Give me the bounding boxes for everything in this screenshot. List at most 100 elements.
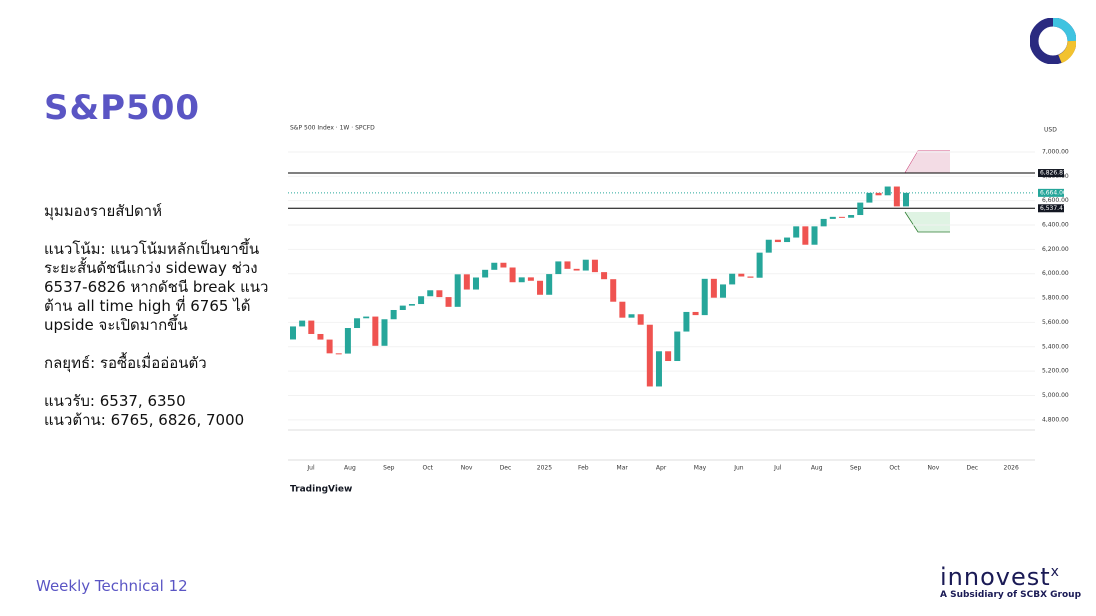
candle-body bbox=[308, 320, 315, 334]
resistance: แนวต้าน: 6765, 6826, 7000 bbox=[44, 411, 245, 429]
trend: แนวโน้ม: แนวโน้มหลักเป็นขาขึ้น ระยะสั้นดั… bbox=[44, 240, 268, 335]
x-tick-label: 2026 bbox=[1004, 465, 1019, 472]
candle-body bbox=[418, 296, 425, 305]
level-label: 6,826.87 bbox=[1040, 170, 1067, 177]
y-tick-label: 5,400.00 bbox=[1042, 343, 1069, 350]
candle-body bbox=[774, 239, 781, 243]
trend-line: upside จะเปิดมากขึ้น bbox=[44, 316, 188, 334]
candle-body bbox=[793, 226, 800, 238]
target-down-zone bbox=[905, 212, 950, 232]
title: S&P500 bbox=[44, 88, 201, 128]
candle-body bbox=[573, 268, 580, 271]
candle-body bbox=[701, 278, 708, 316]
support: แนวรับ: 6537, 6350 bbox=[44, 392, 186, 410]
candle-body bbox=[655, 351, 662, 387]
candle-body bbox=[610, 279, 617, 302]
candle-body bbox=[335, 353, 342, 355]
candle-body bbox=[601, 272, 608, 280]
candle-body bbox=[591, 259, 598, 273]
x-tick-label: Jul bbox=[306, 465, 315, 472]
chart-bg bbox=[288, 115, 1066, 495]
candle-body bbox=[637, 314, 644, 325]
level-label: 6,537.47 bbox=[1040, 205, 1067, 212]
candle-body bbox=[363, 316, 370, 319]
candle-body bbox=[326, 339, 333, 354]
candle-body bbox=[399, 305, 406, 310]
x-tick-label: Dec bbox=[500, 465, 512, 472]
candle-body bbox=[838, 216, 845, 218]
candle-body bbox=[381, 319, 388, 346]
y-tick-label: 5,000.00 bbox=[1042, 392, 1069, 399]
candle-body bbox=[299, 320, 306, 327]
candle-body bbox=[756, 252, 763, 278]
y-tick-label: 6,400.00 bbox=[1042, 222, 1069, 229]
y-tick-label: 7,000.00 bbox=[1042, 148, 1069, 155]
candle-body bbox=[683, 311, 690, 332]
x-tick-label: Feb bbox=[578, 465, 589, 472]
target-up-zone bbox=[905, 151, 950, 173]
y-tick-label: 6,000.00 bbox=[1042, 270, 1069, 277]
last-tag bbox=[1038, 188, 1064, 197]
x-tick-label: May bbox=[694, 465, 707, 472]
candle-body bbox=[427, 290, 434, 297]
y-tick-label: 5,600.00 bbox=[1042, 319, 1069, 326]
candle-body bbox=[857, 202, 864, 216]
candle-body bbox=[372, 316, 379, 346]
trend-line: ต้าน all time high ที่ 6765 ได้ bbox=[44, 297, 251, 315]
brand-name: innovest bbox=[940, 563, 1051, 591]
x-tick-label: Aug bbox=[811, 465, 823, 472]
candle-body bbox=[820, 218, 827, 227]
candle-body bbox=[747, 276, 754, 278]
y-tick-label: 6,200.00 bbox=[1042, 246, 1069, 253]
y-tick-label: 5,200.00 bbox=[1042, 368, 1069, 375]
candle-body bbox=[729, 273, 736, 285]
x-tick-label: Nov bbox=[928, 465, 940, 472]
heading: มุมมองรายสัปดาห์ bbox=[44, 202, 162, 220]
x-tick-label: Dec bbox=[966, 465, 978, 472]
level-tag bbox=[1038, 169, 1064, 178]
tv-logo: TradingView bbox=[290, 485, 352, 495]
x-tick-label: Oct bbox=[423, 465, 434, 472]
candle-body bbox=[802, 226, 809, 245]
candle-body bbox=[903, 192, 909, 207]
candle-body bbox=[884, 186, 891, 196]
candle-body bbox=[500, 262, 507, 268]
candle-body bbox=[582, 259, 589, 271]
candle-body bbox=[509, 267, 516, 283]
x-tick-label: Aug bbox=[344, 465, 356, 472]
x-tick-label: Apr bbox=[656, 465, 667, 472]
candle-body bbox=[784, 237, 791, 243]
tagline: A Subsidiary of SCBX Group bbox=[940, 590, 1082, 600]
x-tick-label: Sep bbox=[383, 465, 395, 472]
candle-body bbox=[546, 274, 553, 295]
level-tag bbox=[1038, 204, 1064, 213]
candle-body bbox=[875, 192, 882, 196]
candle-body bbox=[317, 333, 324, 340]
brand: innovestx bbox=[940, 563, 1060, 591]
candle-body bbox=[472, 277, 479, 290]
candle-body bbox=[619, 301, 626, 318]
candle-body bbox=[829, 216, 836, 219]
candle-body bbox=[344, 328, 351, 354]
candle-body bbox=[518, 277, 525, 283]
page-number: 12 bbox=[168, 577, 188, 595]
candle-body bbox=[537, 280, 544, 295]
candle-body bbox=[765, 239, 772, 253]
footer-label: Weekly Technical bbox=[36, 577, 164, 595]
x-tick-label: Nov bbox=[461, 465, 473, 472]
last-label: 6,664.00 bbox=[1040, 189, 1067, 196]
candle-body bbox=[564, 261, 571, 269]
candle-body bbox=[527, 277, 534, 281]
candle-body bbox=[665, 351, 672, 362]
trend-line: ระยะสั้นดัชนีแกว่ง sideway ช่วง bbox=[44, 259, 258, 277]
footer: Weekly Technical 12 bbox=[36, 577, 188, 595]
x-tick-label: Jun bbox=[733, 465, 744, 472]
candle-body bbox=[811, 226, 818, 245]
candle-body bbox=[692, 311, 699, 316]
y-tick-label: 4,800.00 bbox=[1042, 416, 1069, 423]
strategy: กลยุทธ์: รอซื้อเมื่ออ่อนตัว bbox=[44, 354, 207, 372]
trend-line: 6537-6826 หากดัชนี break แนว bbox=[44, 278, 269, 296]
candle-body bbox=[646, 324, 653, 387]
